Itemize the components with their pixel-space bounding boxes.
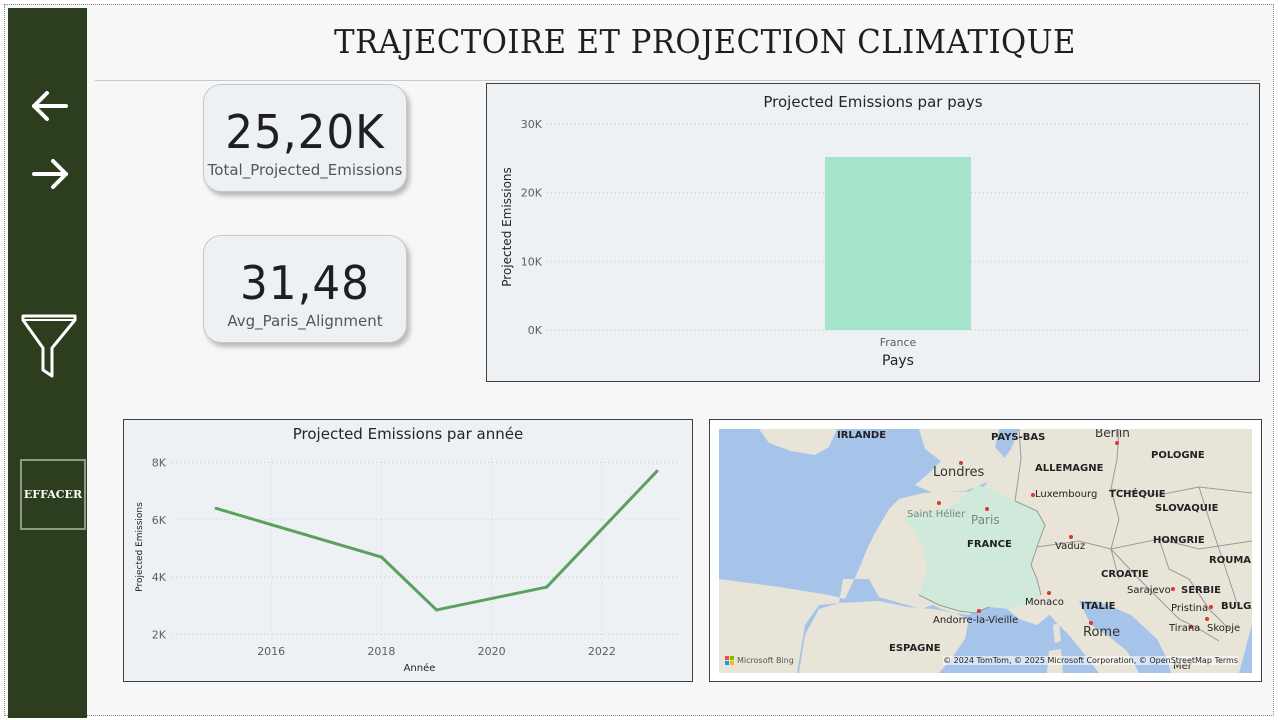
map-label: FRANCE [967, 539, 1012, 550]
kpi-value: 31,48 [240, 256, 370, 310]
map-label: Berlin [1095, 429, 1130, 440]
data-point [379, 555, 383, 559]
y-tick-label: 20K [521, 187, 543, 200]
forward-button[interactable] [28, 152, 72, 196]
line-chart: 2K 4K 6K 8K 2016 2018 2020 2022 Année Projected E… [135, 454, 679, 674]
map-provider: Microsoft Bing [737, 656, 794, 665]
y-tick-label: 0K [528, 324, 543, 337]
map-label: HONGRIE [1153, 535, 1205, 546]
map-label: Sarajevo [1127, 585, 1171, 596]
x-axis-label: Année [404, 662, 436, 674]
series-line [215, 470, 659, 612]
map-attribution[interactable]: © 2024 TomTom, © 2025 Microsoft Corporat… [943, 656, 1238, 665]
x-tick-label: France [880, 336, 917, 349]
x-axis-label: Pays [882, 353, 914, 369]
map-label: Londres [933, 465, 985, 480]
bar-chart: 0K 10K 20K 30K France Pays Projected Emissions [500, 118, 1249, 369]
map-label: Saint Hélier [907, 509, 966, 520]
map-label: Vaduz [1055, 541, 1086, 552]
data-point [435, 608, 439, 612]
clear-filters-button[interactable]: EFFACER [20, 459, 86, 530]
kpi-label: Total_Projected_Emissions [207, 161, 403, 179]
kpi-card-total-emissions[interactable]: 25,20K Total_Projected_Emissions [203, 84, 407, 192]
bar-chart-panel[interactable]: Projected Emissions par pays 0K 10K 20K 30K… [486, 83, 1260, 382]
y-axis-label: Projected Emissions [135, 502, 145, 592]
y-tick-label: 10K [521, 255, 543, 268]
map-label: TCHÉQUIE [1109, 489, 1166, 500]
bing-logo: Microsoft Bing [725, 656, 794, 665]
bar [825, 156, 971, 330]
sidebar: EFFACER [8, 8, 87, 718]
map-label: Pristina [1171, 603, 1209, 614]
kpi-label: Avg_Paris_Alignment [227, 312, 383, 330]
map-label: Paris [971, 513, 1000, 527]
arrow-right-icon [32, 159, 68, 189]
y-tick-label: 30K [521, 118, 543, 131]
chart-title: Projected Emissions par année [292, 425, 524, 443]
y-tick-label: 8K [152, 457, 167, 470]
data-point [655, 469, 659, 473]
x-tick-label: 2022 [588, 645, 616, 658]
map-label: Andorre-la-Vieille [933, 615, 1019, 626]
x-tick-label: 2018 [367, 645, 395, 658]
map-label: PAYS-BAS [991, 432, 1046, 443]
map-label: ITALIE [1081, 601, 1116, 612]
data-point [214, 506, 218, 510]
title-divider [95, 80, 1260, 81]
data-point [545, 585, 549, 589]
map[interactable]: IRLANDE PAYS-BAS Berlin POLOGNE Londres … [719, 429, 1252, 673]
x-tick-label: 2020 [478, 645, 506, 658]
map-label: Mer [1173, 661, 1192, 672]
page-title: TRAJECTOIRE ET PROJECTION CLIMATIQUE [334, 22, 1076, 61]
map-panel[interactable]: IRLANDE PAYS-BAS Berlin POLOGNE Londres … [709, 419, 1262, 682]
map-label: CROATIE [1101, 569, 1149, 580]
map-label: POLOGNE [1151, 450, 1205, 461]
map-label: ALLEMAGNE [1035, 463, 1104, 474]
y-tick-label: 4K [152, 571, 167, 584]
microsoft-logo-icon [725, 656, 734, 665]
map-label: ESPAGNE [889, 643, 941, 654]
map-label: IRLANDE [837, 430, 887, 441]
map-label: Monaco [1025, 597, 1064, 608]
y-tick-label: 2K [152, 628, 167, 641]
map-label: Tirana [1169, 623, 1201, 634]
kpi-value: 25,20K [225, 105, 385, 159]
map-label: SERBIE [1181, 585, 1221, 596]
y-tick-label: 6K [152, 514, 167, 527]
kpi-card-paris-alignment[interactable]: 31,48 Avg_Paris_Alignment [203, 235, 407, 343]
line-chart-panel[interactable]: Projected Emissions par année 2K 4K 6K 8K 20… [123, 419, 693, 682]
map-label: SLOVAQUIE [1155, 503, 1219, 514]
map-label: ROUMA [1209, 555, 1252, 566]
arrow-left-icon [32, 91, 68, 121]
y-axis-label: Projected Emissions [500, 167, 514, 287]
back-button[interactable] [28, 84, 72, 128]
map-landmass [719, 429, 1252, 673]
map-label: Skopje [1207, 623, 1241, 634]
map-label: Rome [1083, 625, 1121, 640]
filter-button[interactable] [20, 312, 78, 386]
funnel-icon [21, 314, 77, 378]
x-tick-label: 2016 [257, 645, 285, 658]
chart-title: Projected Emissions par pays [763, 93, 983, 111]
map-label: Luxembourg [1035, 489, 1098, 500]
